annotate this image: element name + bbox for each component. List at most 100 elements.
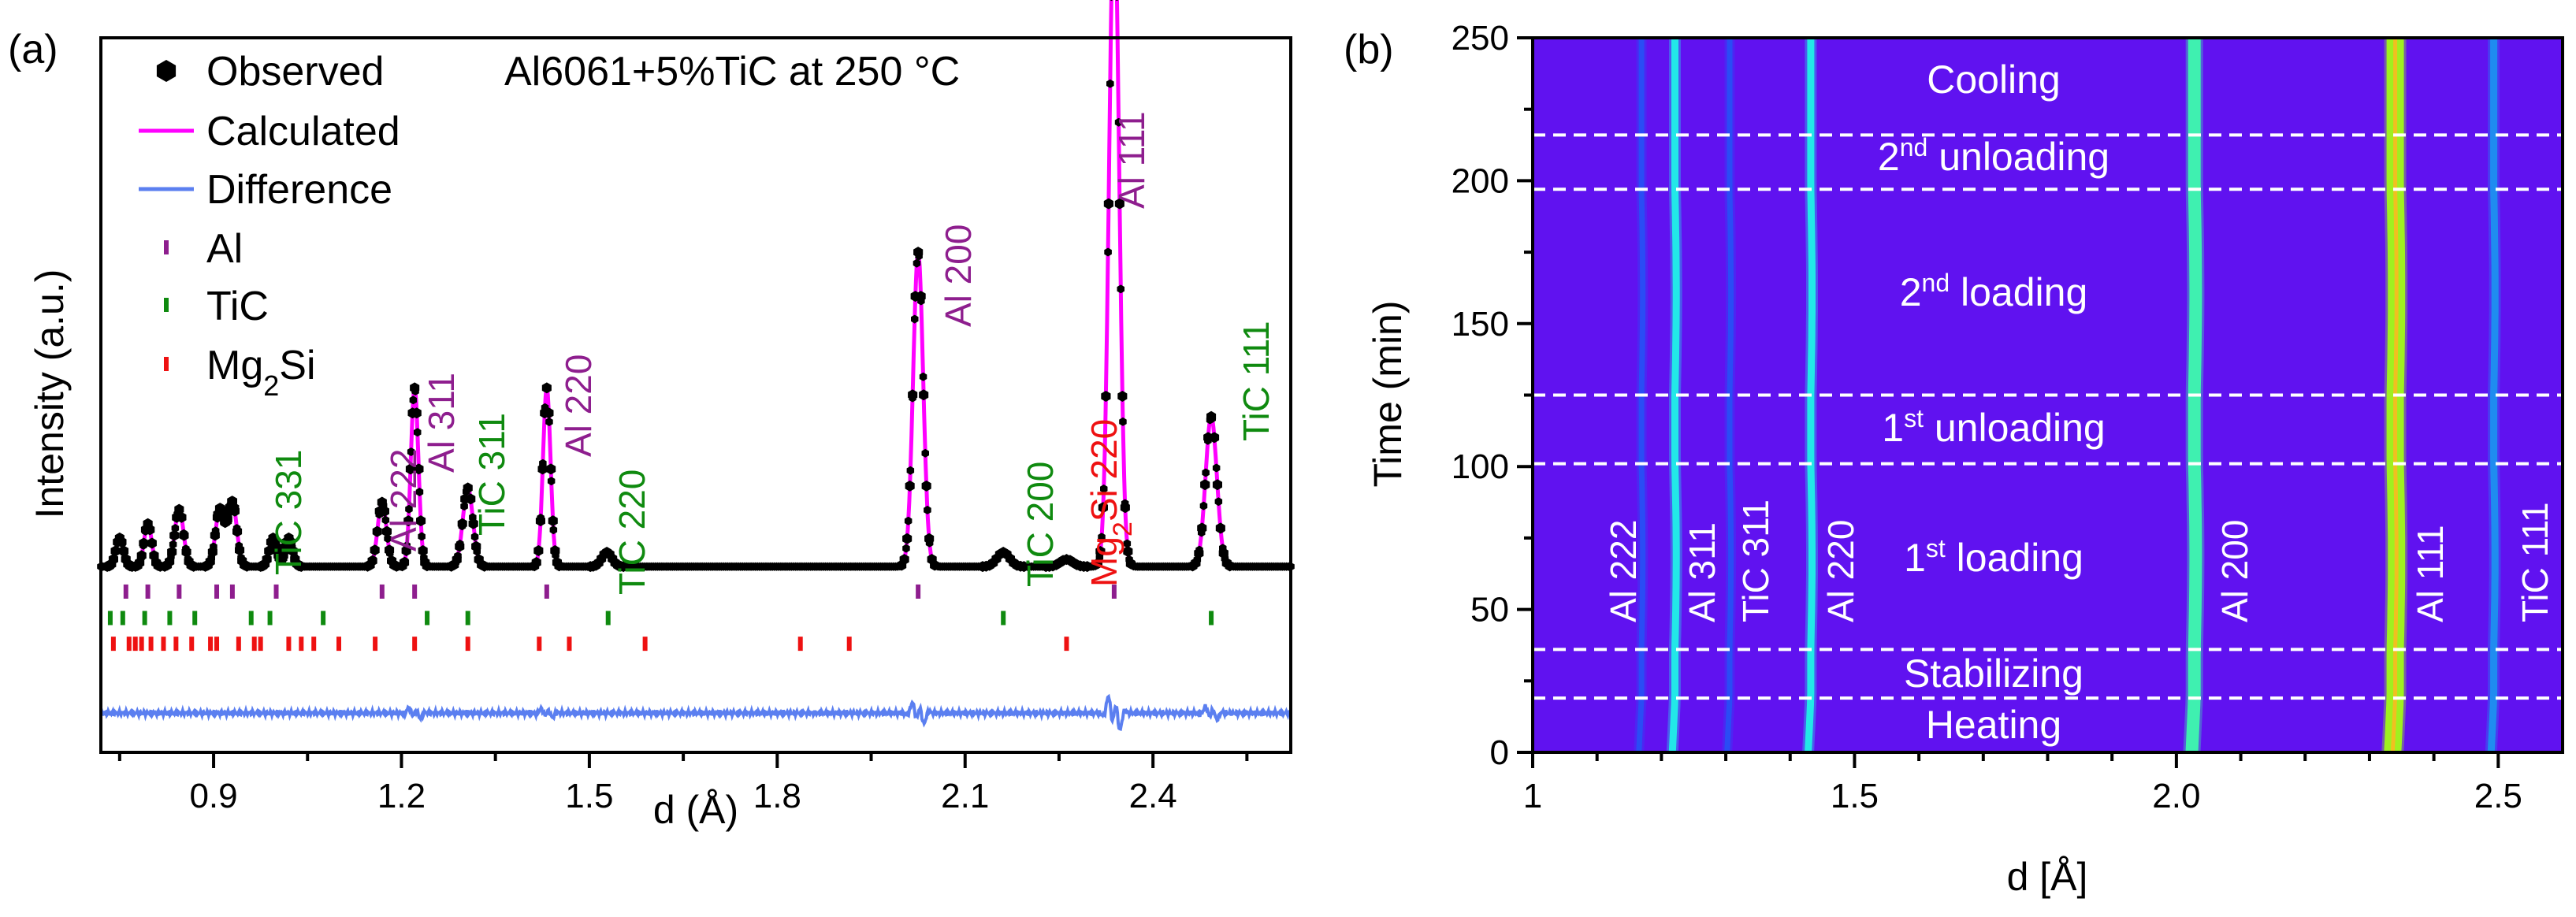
observed-point — [1115, 0, 1119, 2]
diffraction-line — [1668, 38, 1680, 753]
observed-point — [537, 463, 548, 475]
panel-a: (a) 0.9 1.2 1.5 1.8 2.1 2.4 Intensity (a.u.) … — [8, 0, 1295, 832]
observed-point — [414, 463, 424, 475]
observed-point — [169, 529, 180, 541]
phase-label-cooling: Cooling — [1927, 58, 2061, 102]
observed-point — [535, 515, 545, 527]
observed-point — [1212, 479, 1222, 491]
observed-point — [108, 553, 118, 565]
reflection-ticks-group — [107, 584, 1214, 652]
map-label-al111: Al 111 — [2410, 525, 2451, 622]
observed-point — [1206, 410, 1217, 422]
observed-point — [919, 389, 929, 401]
observed-point — [541, 382, 552, 394]
observed-points-group — [97, 0, 1295, 573]
observed-point — [1215, 522, 1225, 534]
heatmap-line-labels: Al 222 Al 311 TiC 311 Al 220 Al 200 Al 1… — [1603, 499, 2556, 622]
observed-point — [136, 550, 147, 562]
observed-point — [411, 407, 422, 419]
map-label-al311: Al 311 — [1682, 522, 1723, 622]
observed-point — [271, 541, 281, 553]
observed-point — [905, 480, 915, 492]
difference-curve — [99, 693, 1292, 731]
observed-point — [924, 533, 935, 544]
panel-b-ytick-label: 200 — [1452, 161, 1509, 200]
panel-a-xlabel: d (Å) — [653, 788, 738, 832]
observed-point — [908, 389, 918, 401]
observed-point — [381, 515, 390, 525]
observed-point — [264, 545, 274, 557]
observed-point — [119, 545, 129, 557]
observed-point — [1117, 391, 1128, 402]
peak-label-tic111: TiC 111 — [1236, 321, 1277, 441]
panel-a-xtick-label: 1.5 — [565, 777, 613, 815]
panel-a-xtick-label: 0.9 — [189, 777, 237, 815]
phase-label-stabilizing: Stabilizing — [1904, 652, 2083, 696]
legend-al-label: Al — [206, 226, 243, 272]
peak-label-tic200: TiC 200 — [1020, 462, 1061, 587]
observed-point — [913, 258, 921, 268]
observed-point — [1117, 284, 1124, 294]
peak-label-mg2si220: Mg2Si 220 — [1084, 419, 1138, 587]
legend-calculated-label: Calculated — [206, 109, 400, 154]
observed-point — [405, 463, 415, 475]
observed-point — [222, 514, 232, 525]
observed-point — [370, 544, 380, 556]
peak-label-tic311: TiC 311 — [471, 413, 512, 536]
observed-point — [1100, 484, 1108, 493]
observed-point — [916, 291, 926, 303]
observed-point — [227, 496, 237, 507]
map-label-al200: Al 200 — [2214, 520, 2255, 622]
panel-a-legend: Observed Calculated Difference Al TiC Mg… — [139, 49, 400, 402]
observed-point — [422, 560, 432, 572]
peak-label-al111: Al 111 — [1111, 111, 1152, 209]
observed-point — [921, 448, 929, 458]
observed-point — [463, 482, 473, 494]
observed-point — [1019, 561, 1029, 573]
observed-point — [1123, 539, 1132, 548]
observed-point — [1098, 502, 1108, 514]
observed-point — [1110, 0, 1113, 2]
observed-point — [377, 496, 387, 508]
observed-point — [415, 488, 424, 496]
observed-point — [288, 545, 298, 557]
observed-point — [1194, 548, 1204, 559]
peak-label-tic220: TiC 220 — [611, 470, 652, 595]
observed-point — [367, 555, 377, 566]
panel-b-label: (b) — [1344, 27, 1394, 72]
legend-observed-marker — [156, 60, 177, 82]
observed-point — [1191, 557, 1201, 569]
observed-point — [1103, 198, 1113, 210]
observed-point — [455, 540, 465, 552]
map-label-al220: Al 220 — [1820, 520, 1861, 622]
observed-point — [242, 560, 252, 572]
observed-point — [207, 546, 217, 558]
peak-label-al200: Al 200 — [938, 225, 979, 327]
observed-point — [414, 428, 422, 437]
observed-point — [457, 518, 467, 529]
observed-point — [418, 545, 428, 556]
panel-a-xtick-label: 1.2 — [377, 777, 426, 815]
observed-point — [110, 545, 121, 557]
panel-a-ylabel: Intensity (a.u.) — [28, 269, 72, 519]
observed-point — [385, 544, 395, 556]
observed-point — [286, 536, 296, 548]
observed-point — [188, 560, 199, 572]
panel-b-ytick-label: 0 — [1490, 733, 1509, 772]
observed-point — [416, 515, 426, 527]
observed-point — [1120, 502, 1130, 514]
observed-point — [930, 559, 940, 571]
observed-point — [296, 561, 307, 572]
phase-label-heating: Heating — [1926, 703, 2061, 747]
peak-label-al311: Al 311 — [421, 373, 462, 473]
observed-point — [479, 560, 489, 572]
observed-point — [554, 560, 564, 572]
phase-label-2nd-loading: 2nd loading — [1900, 269, 2088, 314]
observed-point — [405, 504, 413, 514]
observed-point — [911, 314, 919, 324]
panel-a-xtick-label: 1.8 — [753, 777, 801, 815]
observed-point — [1199, 501, 1208, 510]
panel-a-xtick-label: 2.1 — [941, 777, 989, 815]
observed-point — [409, 395, 418, 405]
panel-b-ytick-label: 100 — [1452, 447, 1509, 486]
